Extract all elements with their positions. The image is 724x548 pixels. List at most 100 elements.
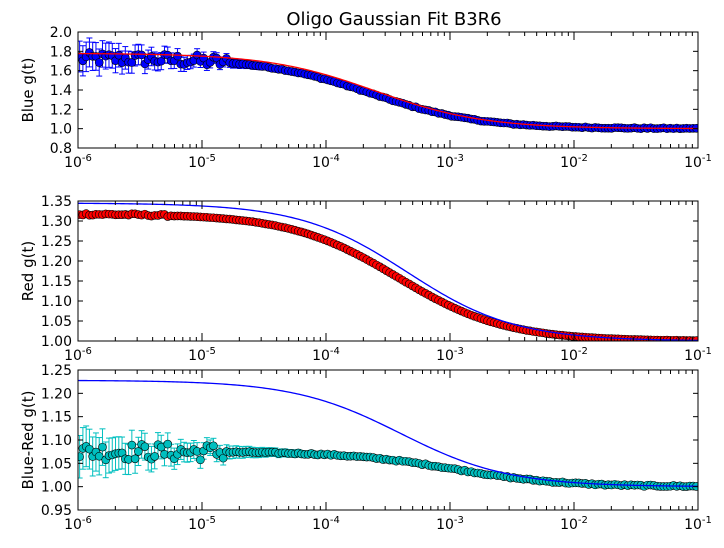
data-point <box>130 454 140 464</box>
x-tick-exponent: -1 <box>702 515 712 526</box>
data-point <box>94 451 104 461</box>
x-tick-base: 10 <box>64 155 82 171</box>
x-tick-exponent: -4 <box>330 515 340 526</box>
y-tick-label: 1.30 <box>41 214 72 230</box>
data-point <box>127 58 137 67</box>
y-tick-label: 1.00 <box>41 334 72 350</box>
x-tick-base: 10 <box>684 348 702 364</box>
x-tick-exponent: -1 <box>702 346 712 357</box>
x-tick-label: 10-3 <box>436 153 464 171</box>
y-tick-label: 1.35 <box>41 194 72 210</box>
x-tick-base: 10 <box>436 517 454 533</box>
y-axis-label: Red g(t) <box>19 241 37 301</box>
x-tick-label: 10-6 <box>64 153 92 171</box>
x-tick-base: 10 <box>560 348 578 364</box>
x-tick-exponent: -6 <box>82 346 92 357</box>
y-axis-label: Blue g(t) <box>19 57 37 122</box>
x-tick-exponent: -4 <box>330 346 340 357</box>
x-tick-label: 10-5 <box>188 346 216 364</box>
x-tick-base: 10 <box>312 155 330 171</box>
x-tick-base: 10 <box>436 155 454 171</box>
y-axis-label: Blue-Red g(t) <box>19 391 37 490</box>
y-tick-label: 1.10 <box>41 433 72 449</box>
data-point <box>150 452 159 461</box>
x-tick-base: 10 <box>560 155 578 171</box>
data-point <box>140 442 150 451</box>
panel-1: 0.81.01.21.41.61.82.010-6 10-5 10-4 10-3 10-… <box>19 25 712 171</box>
x-tick-label: 10-1 <box>684 153 712 171</box>
x-tick-base: 10 <box>684 517 702 533</box>
x-tick-label: 10-5 <box>188 515 216 533</box>
fit-curve <box>78 52 698 130</box>
data-point <box>196 455 205 465</box>
x-tick-label: 10-1 <box>684 346 712 364</box>
y-tick-label: 1.4 <box>50 83 72 99</box>
chart-title: Oligo Gaussian Fit B3R6 <box>286 9 501 30</box>
y-tick-label: 1.10 <box>41 294 72 310</box>
data-point <box>94 58 104 67</box>
y-tick-label: 1.05 <box>41 314 72 330</box>
y-tick-label: 1.0 <box>50 122 72 138</box>
x-tick-base: 10 <box>64 517 82 533</box>
x-tick-exponent: -4 <box>330 153 340 164</box>
x-tick-label: 10-2 <box>560 153 588 171</box>
y-tick-label: 1.6 <box>50 64 72 80</box>
x-tick-label: 10-3 <box>436 346 464 364</box>
data-point <box>163 439 173 449</box>
y-tick-label: 1.00 <box>41 480 72 496</box>
x-tick-exponent: -5 <box>206 346 216 357</box>
x-tick-exponent: -5 <box>206 515 216 526</box>
x-tick-base: 10 <box>188 348 206 364</box>
x-tick-base: 10 <box>312 517 330 533</box>
x-tick-exponent: -3 <box>454 153 464 164</box>
x-tick-exponent: -2 <box>578 346 588 357</box>
y-tick-label: 1.15 <box>41 274 72 290</box>
x-tick-label: 10-1 <box>684 515 712 533</box>
y-tick-label: 1.25 <box>41 363 72 379</box>
data-point <box>134 447 143 456</box>
x-tick-label: 10-4 <box>312 515 340 533</box>
x-tick-exponent: -5 <box>206 153 216 164</box>
x-tick-label: 10-4 <box>312 153 340 171</box>
fit-curve <box>78 202 698 341</box>
plot-area <box>78 202 698 341</box>
x-tick-base: 10 <box>560 517 578 533</box>
y-tick-label: 0.95 <box>41 503 72 519</box>
y-tick-label: 1.05 <box>41 456 72 472</box>
x-tick-base: 10 <box>684 155 702 171</box>
x-tick-exponent: -2 <box>578 515 588 526</box>
x-tick-base: 10 <box>188 517 206 533</box>
x-tick-label: 10-6 <box>64 346 92 364</box>
x-tick-exponent: -1 <box>702 153 712 164</box>
x-tick-label: 10-6 <box>64 515 92 533</box>
x-tick-base: 10 <box>436 348 454 364</box>
fit-curve <box>78 379 698 487</box>
x-tick-exponent: -6 <box>82 153 92 164</box>
x-tick-exponent: -6 <box>82 515 92 526</box>
y-tick-label: 1.20 <box>41 386 72 402</box>
y-tick-label: 1.8 <box>50 44 72 60</box>
y-tick-label: 2.0 <box>50 25 72 41</box>
data-point <box>98 442 107 452</box>
x-tick-exponent: -3 <box>454 346 464 357</box>
data-point <box>209 441 218 451</box>
x-tick-label: 10-3 <box>436 515 464 533</box>
x-tick-base: 10 <box>312 348 330 364</box>
plot-area <box>78 379 698 491</box>
data-point <box>173 51 182 61</box>
data-point <box>78 452 84 462</box>
y-tick-label: 1.20 <box>41 254 72 270</box>
x-tick-label: 10-5 <box>188 153 216 171</box>
plot-area <box>78 37 698 133</box>
y-tick-label: 1.15 <box>41 410 72 426</box>
data-point <box>127 440 137 450</box>
x-tick-exponent: -3 <box>454 515 464 526</box>
x-tick-label: 10-2 <box>560 515 588 533</box>
y-tick-label: 1.2 <box>50 102 72 118</box>
x-tick-base: 10 <box>188 155 206 171</box>
axes-frame <box>77 200 699 342</box>
x-tick-label: 10-2 <box>560 346 588 364</box>
x-tick-base: 10 <box>64 348 82 364</box>
